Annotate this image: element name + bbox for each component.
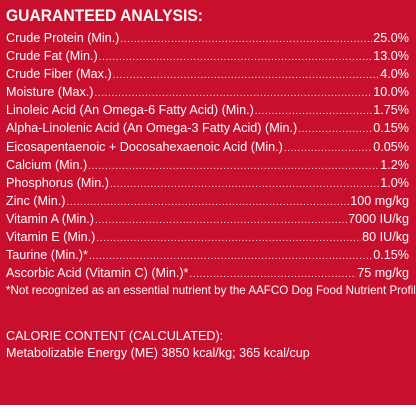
nutrient-label: Phosphorus (Min.) <box>6 175 109 190</box>
nutrient-label: Calcium (Min.) <box>6 157 88 172</box>
nutrient-value: 7000 IU/kg <box>348 211 409 226</box>
nutrient-value: 0.05% <box>373 139 409 154</box>
leader-dots <box>96 230 361 248</box>
nutrient-label: Vitamin A (Min.) <box>6 211 94 226</box>
nutrient-label: Zinc (Min.) <box>6 193 66 208</box>
nutrient-value: 1.75% <box>373 103 409 118</box>
nutrient-value: 13.0% <box>373 49 409 64</box>
nutrient-label: Eicosapentaenoic + Docosahexaenoic Acid … <box>6 139 283 154</box>
aafco-footnote: *Not recognized as an essential nutrient… <box>6 284 416 298</box>
table-row: Linoleic Acid (An Omega-6 Fatty Acid) (M… <box>6 101 409 119</box>
table-row: Vitamin E (Min.) 80 IU/kg <box>6 228 409 246</box>
table-row: Moisture (Max.) 10.0% <box>6 83 409 101</box>
leader-dots <box>95 212 347 230</box>
leader-dots <box>298 121 372 139</box>
table-row: Calcium (Min.) 1.2% <box>6 156 409 174</box>
nutrient-value: 0.15% <box>373 248 409 263</box>
nutrient-label: Vitamin E (Min.) <box>6 230 96 245</box>
nutrient-value: 75 mg/kg <box>357 266 409 281</box>
table-row: Ascorbic Acid (Vitamin C) (Min.)* 75 mg/… <box>6 264 409 282</box>
leader-dots <box>88 158 379 176</box>
nutrient-label: Alpha-Linolenic Acid (An Omega-3 Fatty A… <box>6 121 298 136</box>
table-row: Zinc (Min.) 100 mg/kg <box>6 192 409 210</box>
leader-dots <box>66 194 349 212</box>
table-row: Phosphorus (Min.) 1.0% <box>6 174 409 192</box>
nutrient-value: 100 mg/kg <box>350 193 409 208</box>
nutrient-value: 25.0% <box>373 31 409 45</box>
calorie-content: CALORIE CONTENT (CALCULATED): Metaboliza… <box>6 328 409 362</box>
nutrient-label: Ascorbic Acid (Vitamin C) (Min.)* <box>6 266 189 281</box>
leader-dots <box>110 176 379 194</box>
nutrient-value: 1.0% <box>380 175 409 190</box>
nutrient-value: 4.0% <box>380 67 409 82</box>
leader-dots <box>284 140 372 158</box>
analysis-table: Crude Protein (Min.) 25.0% Crude Fat (Mi… <box>6 29 409 282</box>
nutrient-label: Moisture (Max.) <box>6 85 94 100</box>
nutrient-label: Crude Protein (Min.) <box>6 31 120 45</box>
nutrient-label: Linoleic Acid (An Omega-6 Fatty Acid) (M… <box>6 103 254 118</box>
table-row: Crude Fat (Min.) 13.0% <box>6 47 409 65</box>
nutrient-label: Crude Fiber (Max.) <box>6 67 112 82</box>
leader-dots <box>99 49 373 67</box>
nutrient-value: 1.2% <box>380 157 409 172</box>
table-row: Vitamin A (Min.) 7000 IU/kg <box>6 210 409 228</box>
table-row: Crude Fiber (Max.) 4.0% <box>6 65 409 83</box>
table-row: Taurine (Min.)* 0.15% <box>6 246 409 264</box>
section-title: GUARANTEED ANALYSIS: <box>6 6 203 25</box>
calorie-heading: CALORIE CONTENT (CALCULATED): <box>6 329 224 344</box>
metabolizable-energy: Metabolizable Energy (ME) 3850 kcal/kg; … <box>6 346 310 361</box>
nutrient-value: 80 IU/kg <box>362 230 409 245</box>
leader-dots <box>113 67 380 85</box>
table-row: Crude Protein (Min.) 25.0% <box>6 29 409 47</box>
leader-dots <box>120 31 372 49</box>
table-row: Eicosapentaenoic + Docosahexaenoic Acid … <box>6 138 409 156</box>
nutrient-label: Taurine (Min.)* <box>6 248 88 263</box>
nutrient-value: 0.15% <box>373 121 409 136</box>
guaranteed-analysis-panel: GUARANTEED ANALYSIS: Crude Protein (Min.… <box>0 0 416 405</box>
nutrient-label: Crude Fat (Min.) <box>6 49 98 64</box>
nutrient-value: 10.0% <box>373 85 409 100</box>
leader-dots <box>189 266 356 284</box>
table-row: Alpha-Linolenic Acid (An Omega-3 Fatty A… <box>6 119 409 137</box>
